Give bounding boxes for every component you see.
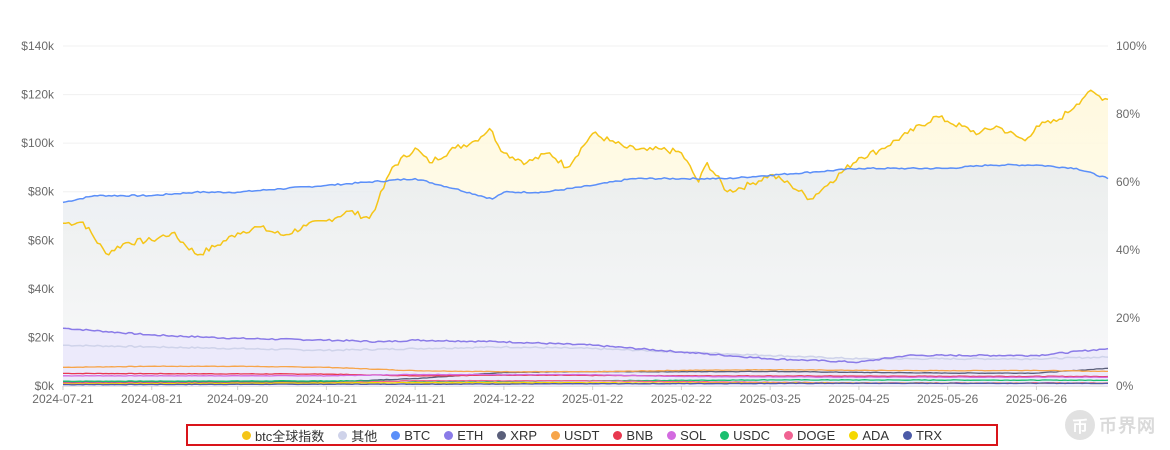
legend-item[interactable]: SOL — [667, 428, 706, 443]
area-fills — [63, 90, 1108, 386]
axis-labels: $0k $20k $40k $60k $80k $100k $120k $140k 0% 20% 4… — [21, 39, 1147, 406]
x-tick-label: 2025-05-26 — [917, 392, 979, 406]
series-area — [63, 164, 1108, 386]
legend-item[interactable]: USDC — [720, 428, 770, 443]
legend-item[interactable]: 其他 — [338, 426, 377, 445]
legend-dot-icon — [338, 430, 348, 440]
legend-label: XRP — [510, 427, 538, 443]
legend-dot-icon — [720, 430, 730, 440]
series-lines — [62, 89, 1109, 386]
legend-item[interactable]: BNB — [613, 428, 653, 443]
y-left-tick-label: $140k — [21, 39, 55, 53]
legend-item[interactable]: btc全球指数 — [241, 426, 325, 445]
y-right-tick-label: 80% — [1116, 107, 1140, 121]
legend-label: ETH — [457, 427, 484, 443]
series-line — [62, 163, 1109, 204]
y-left-tick-label: $0k — [35, 379, 55, 393]
x-tick-label: 2024-08-21 — [121, 392, 183, 406]
legend-dot-icon — [667, 430, 677, 440]
legend: btc全球指数 其他 BTC ETH XRP USDT BNB SOL USDC DOGE ADA T… — [186, 424, 998, 446]
legend-label: BNB — [626, 427, 654, 443]
legend-item[interactable]: XRP — [497, 428, 537, 443]
x-tick-label: 2024-12-22 — [473, 392, 535, 406]
legend-label: SOL — [680, 427, 707, 443]
legend-item[interactable]: BTC — [391, 428, 430, 443]
y-left-tick-label: $40k — [28, 282, 55, 296]
y-right-tick-label: 100% — [1116, 39, 1147, 53]
legend-item[interactable]: USDT — [551, 428, 599, 443]
legend-label: TRX — [916, 427, 943, 443]
x-tick-label: 2025-03-25 — [739, 392, 801, 406]
y-right-tick-label: 60% — [1116, 175, 1140, 189]
watermark-logo-icon: 币 — [1065, 410, 1095, 440]
x-tick-label: 2025-06-26 — [1006, 392, 1068, 406]
legend-label: USDT — [564, 427, 600, 443]
x-tick-label: 2024-11-21 — [385, 392, 446, 406]
y-right-tick-label: 20% — [1116, 311, 1140, 325]
x-tick-label: 2024-07-21 — [32, 392, 94, 406]
legend-label: 其他 — [351, 428, 378, 444]
legend-dot-icon — [849, 430, 859, 440]
legend-label: ADA — [862, 427, 890, 443]
legend-label: btc全球指数 — [254, 428, 325, 444]
y-left-tick-label: $120k — [21, 88, 55, 102]
series-line — [63, 382, 1109, 386]
y-left-tick-label: $20k — [28, 330, 55, 344]
x-tick-label: 2024-10-21 — [296, 392, 358, 406]
legend-item[interactable]: ETH — [444, 428, 483, 443]
legend-item[interactable]: TRX — [903, 428, 942, 443]
legend-dot-icon — [497, 430, 507, 440]
series-line — [62, 89, 1109, 256]
watermark: 币 币界网 — [1065, 410, 1156, 440]
x-tick-label: 2025-04-25 — [828, 392, 890, 406]
legend-dot-icon — [613, 430, 623, 440]
chart-canvas: $0k $20k $40k $60k $80k $100k $120k $140k 0% 20% 4… — [21, 39, 1147, 406]
legend-dot-icon — [241, 430, 251, 440]
legend-item[interactable]: ADA — [849, 428, 889, 443]
watermark-text: 币界网 — [1099, 416, 1156, 436]
legend-dot-icon — [784, 430, 794, 440]
series-line — [63, 373, 1109, 379]
y-right-tick-label: 40% — [1116, 243, 1140, 257]
legend-dot-icon — [444, 430, 454, 440]
series-area — [63, 328, 1108, 386]
x-tick-label: 2025-01-22 — [562, 392, 624, 406]
x-tick-label: 2025-02-22 — [651, 392, 713, 406]
legend-label: DOGE — [797, 427, 836, 443]
series-line — [62, 327, 1109, 364]
series-line — [63, 365, 1109, 373]
y-right-tick-label: 0% — [1116, 379, 1134, 393]
legend-dot-icon — [903, 430, 913, 440]
legend-dot-icon — [391, 430, 401, 440]
legend-label: USDC — [733, 427, 771, 443]
y-left-tick-label: $100k — [21, 136, 55, 150]
legend-item[interactable]: DOGE — [784, 428, 835, 443]
x-tick-label: 2024-09-20 — [207, 392, 269, 406]
y-left-tick-label: $60k — [28, 233, 55, 247]
legend-label: BTC — [404, 427, 431, 443]
y-left-tick-label: $80k — [28, 185, 55, 199]
series-line — [62, 344, 1109, 361]
legend-dot-icon — [551, 430, 561, 440]
